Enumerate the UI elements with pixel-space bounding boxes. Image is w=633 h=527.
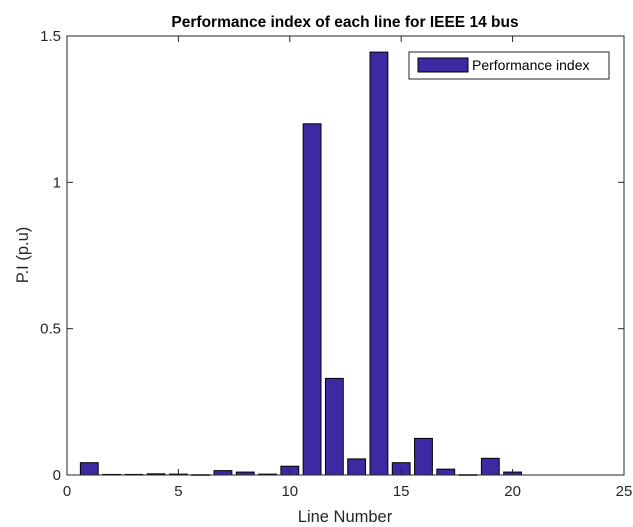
axes-box [66,35,625,476]
bar-line-19 [480,457,500,476]
bar-line-1 [79,462,99,476]
bar-line-7 [213,470,233,476]
legend: Performance index [408,51,610,80]
bar-line-16 [414,437,433,476]
y-tick-label: 0 [53,467,61,484]
y-tick-label: 0.5 [40,321,61,338]
y-ticks: 0 0.5 1 1.5 [40,28,624,484]
y-axis-label: P.I (p.u) [14,227,32,284]
legend-swatch [417,57,469,73]
y-tick-label: 1.5 [40,28,61,45]
x-tick-label: 25 [616,483,633,500]
bar-line-12 [324,377,344,476]
x-tick-label: 5 [174,483,182,500]
x-tick-label: 10 [281,483,298,500]
x-tick-label: 0 [63,483,71,500]
x-tick-label: 15 [393,483,410,500]
bar-line-11 [302,123,322,476]
plot-area [67,36,624,475]
x-ticks: 0 5 10 15 20 25 [63,36,633,500]
y-tick-label: 1 [53,174,61,191]
legend-label: Performance index [472,57,590,73]
bar-line-14 [369,51,389,476]
bars-group [79,51,523,476]
x-axis-label: Line Number [298,508,393,526]
bar-line-17 [436,468,456,476]
x-tick-label: 20 [504,483,521,500]
chart-title: Performance index of each line for IEEE … [171,14,518,31]
bar-line-13 [347,458,367,476]
